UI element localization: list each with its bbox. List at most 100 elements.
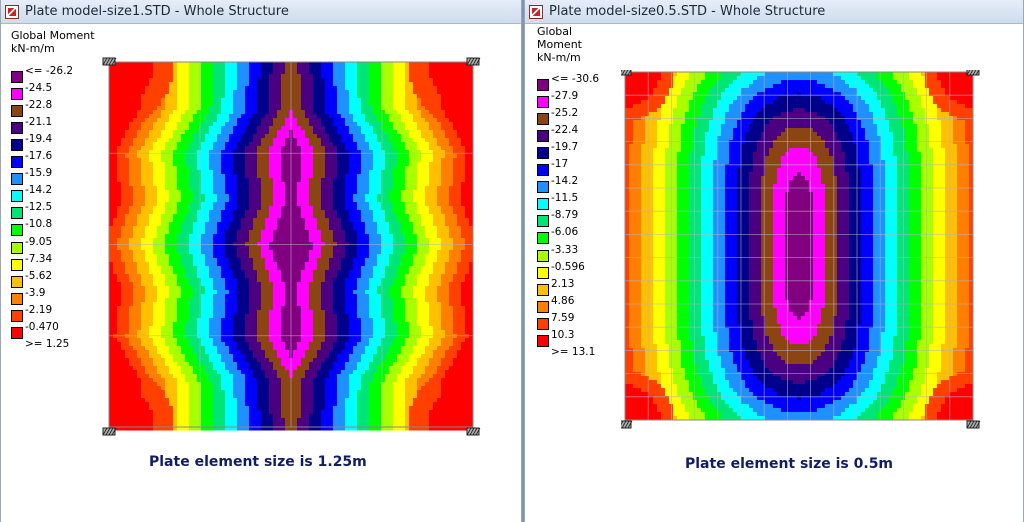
right-caption: Plate element size is 0.5m	[685, 456, 894, 472]
legend-value: -7.34	[25, 252, 53, 265]
legend-swatch	[11, 87, 23, 100]
legend-value: 10.3	[551, 329, 575, 341]
legend-title-line: Moment	[537, 38, 582, 51]
legend-entry: 2.13	[537, 277, 575, 298]
legend-swatch	[537, 232, 549, 245]
legend-unit-line: kN-m/m	[537, 51, 581, 64]
legend-swatch	[11, 241, 23, 254]
legend-entry: -15.9	[11, 167, 52, 188]
legend-entry: -6.06	[537, 226, 578, 247]
legend-entry: >= 1.25	[11, 338, 69, 359]
legend-swatch	[11, 327, 23, 339]
legend-entry: -5.62	[11, 269, 53, 290]
left-contour-plot[interactable]	[101, 52, 481, 437]
legend-swatch	[11, 292, 23, 305]
legend-swatch	[11, 190, 23, 203]
legend-value: -8.79	[551, 209, 579, 222]
legend-entry: -14.2	[11, 184, 52, 205]
legend-swatch	[537, 112, 549, 125]
right-contour-plot[interactable]	[621, 70, 981, 432]
legend-swatch	[11, 70, 23, 83]
legend-entry: -0.470	[11, 321, 59, 342]
legend-swatch	[11, 258, 23, 271]
left-window[interactable]: Plate model-size1.STD - Whole Structure …	[0, 0, 522, 522]
right-window[interactable]: Plate model-size0.5.STD - Whole Structur…	[524, 0, 1024, 522]
legend-entry: <= -26.2	[11, 64, 74, 85]
legend-entry: <= -30.6	[537, 73, 599, 93]
right-window-title: Plate model-size0.5.STD - Whole Structur…	[549, 4, 826, 19]
legend-value: -24.5	[25, 81, 53, 94]
legend-value: -0.470	[25, 321, 59, 333]
legend-swatch	[11, 275, 23, 288]
legend-entry: -11.5	[537, 192, 578, 213]
legend-swatch	[537, 146, 549, 159]
left-window-title: Plate model-size1.STD - Whole Structure	[25, 4, 289, 19]
legend-title-line: Global	[537, 25, 573, 38]
support-icon	[621, 420, 633, 429]
legend-swatch	[537, 300, 549, 313]
legend-entry: -10.8	[11, 218, 52, 239]
legend-entry: -9.05	[11, 236, 52, 256]
legend-entry: -0.596	[537, 260, 585, 281]
legend-value: -5.62	[25, 269, 53, 282]
left-legend: Global Moment kN-m/m <= -26.2 -24.5 -22.8 -…	[11, 29, 101, 429]
legend-value: -17	[551, 158, 569, 170]
right-titlebar[interactable]: Plate model-size0.5.STD - Whole Structur…	[525, 0, 1023, 24]
staad-app-icon[interactable]	[529, 4, 543, 19]
legend-value: -22.8	[25, 98, 53, 111]
right-legend: Global Moment kN-m/m <= -30.6 -27.9 -25.2 -…	[537, 25, 627, 445]
legend-value: <= -26.2	[25, 64, 74, 77]
staad-app-icon[interactable]	[5, 4, 19, 19]
legend-value: -2.19	[25, 303, 53, 316]
legend-value: -14.2	[551, 175, 579, 188]
legend-entry: -19.7	[537, 140, 579, 161]
legend-value: -3.33	[551, 243, 579, 256]
legend-swatch	[11, 138, 23, 151]
legend-value: 4.86	[551, 294, 575, 307]
legend-value: -22.4	[551, 123, 579, 136]
legend-entry: -22.4	[537, 123, 579, 144]
legend-swatch	[11, 156, 23, 168]
left-titlebar[interactable]: Plate model-size1.STD - Whole Structure	[1, 0, 521, 24]
legend-swatch	[11, 309, 23, 322]
legend-swatch	[11, 224, 23, 237]
legend-swatch	[537, 129, 549, 142]
support-icon	[466, 57, 481, 66]
legend-entry: -7.34	[11, 252, 53, 273]
legend-entry: -14.2	[537, 175, 578, 196]
legend-value: 7.59	[551, 311, 575, 324]
legend-entry: -3.33	[537, 243, 579, 264]
support-icon	[966, 420, 981, 429]
legend-swatch	[537, 335, 549, 347]
legend-entry: 4.86	[537, 294, 575, 315]
legend-swatch	[11, 104, 23, 117]
legend-entry: -17	[537, 158, 568, 179]
legend-entry: 10.3	[537, 329, 574, 350]
legend-value: -25.2	[551, 106, 579, 119]
legend-entry: -21.1	[11, 116, 52, 136]
left-caption: Plate element size is 1.25m	[149, 454, 367, 470]
legend-value: 2.13	[551, 277, 575, 290]
legend-entry: 7.59	[537, 311, 575, 332]
legend-swatch	[11, 207, 23, 220]
legend-swatch	[537, 181, 549, 194]
legend-entry: -24.5	[11, 81, 53, 102]
legend-value: -6.06	[551, 226, 579, 239]
legend-value: >= 1.25	[25, 338, 70, 351]
legend-value: -0.596	[551, 260, 585, 273]
legend-value: -19.7	[551, 140, 579, 153]
support-icon	[966, 70, 980, 76]
legend-swatch	[537, 317, 549, 330]
legend-value: >= 13.1	[551, 346, 596, 359]
legend-value: -14.2	[25, 184, 53, 197]
legend-title-line: Global Moment	[11, 29, 95, 42]
legend-entry: -12.5	[11, 201, 52, 222]
legend-value: -17.6	[25, 150, 53, 162]
legend-swatch	[537, 198, 549, 211]
legend-swatch	[537, 215, 549, 228]
legend-swatch	[537, 78, 549, 91]
legend-swatch	[537, 283, 549, 296]
support-icon	[102, 427, 117, 436]
legend-value: -27.9	[551, 89, 579, 102]
legend-swatch	[537, 266, 549, 279]
